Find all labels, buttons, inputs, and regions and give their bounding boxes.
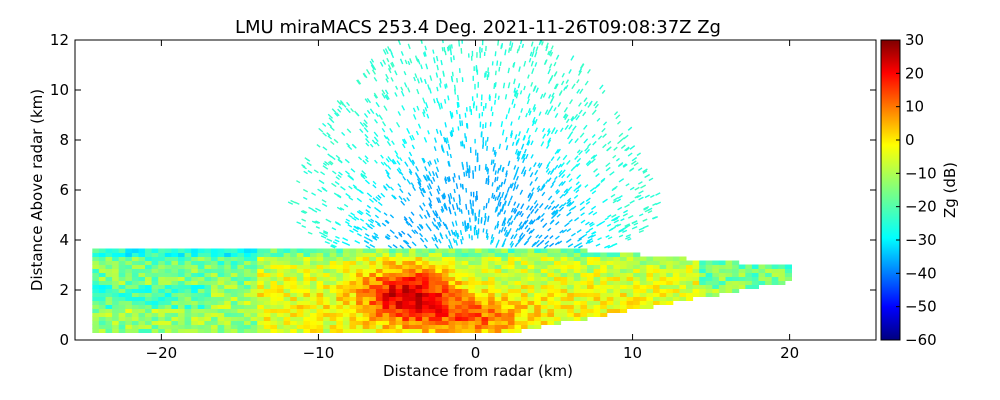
x-axis: −20 −10 0 10 20	[146, 40, 799, 362]
colorbar-tick-label: 0	[905, 131, 915, 149]
x-axis-label: Distance from radar (km)	[383, 362, 573, 380]
y-tick-label: 8	[59, 131, 69, 149]
y-axis-label: Distance Above radar (km)	[28, 89, 46, 291]
x-tick-label: −20	[146, 344, 178, 362]
x-tick-label: 0	[471, 344, 481, 362]
colorbar-tick-label: 20	[905, 64, 924, 82]
y-tick-label: 0	[59, 331, 69, 349]
colorbar-label: Zg (dB)	[941, 162, 959, 218]
colorbar-tick-label: −50	[905, 298, 937, 316]
x-tick-label: −10	[303, 344, 335, 362]
y-tick-label: 12	[50, 31, 69, 49]
colorbar-tick-label: −20	[905, 198, 937, 216]
x-tick-label: 10	[623, 344, 642, 362]
colorbar-tick-label: 10	[905, 98, 924, 116]
reflectivity-field	[92, 40, 792, 333]
chart-title: LMU miraMACS 253.4 Deg. 2021-11-26T09:08…	[235, 17, 721, 38]
noise-echo	[287, 40, 661, 250]
y-tick-label: 6	[59, 181, 69, 199]
cloud-layer-echo	[92, 248, 792, 333]
y-axis: 0 2 4 6 8 10 12	[50, 31, 876, 349]
y-tick-label: 2	[59, 281, 69, 299]
colorbar-tick-label: −60	[905, 331, 937, 349]
colorbar-tick-label: −10	[905, 164, 937, 182]
y-tick-label: 10	[50, 81, 69, 99]
y-tick-label: 4	[59, 231, 69, 249]
x-tick-label: 20	[780, 344, 799, 362]
colorbar-tick-label: −40	[905, 264, 937, 282]
colorbar-tick-label: −30	[905, 231, 937, 249]
colorbar-ticks: 30 20 10 0 −10 −20 −30 −40 −50 −60	[896, 31, 937, 349]
colorbar	[880, 39, 901, 341]
colorbar-tick-label: 30	[905, 31, 924, 49]
